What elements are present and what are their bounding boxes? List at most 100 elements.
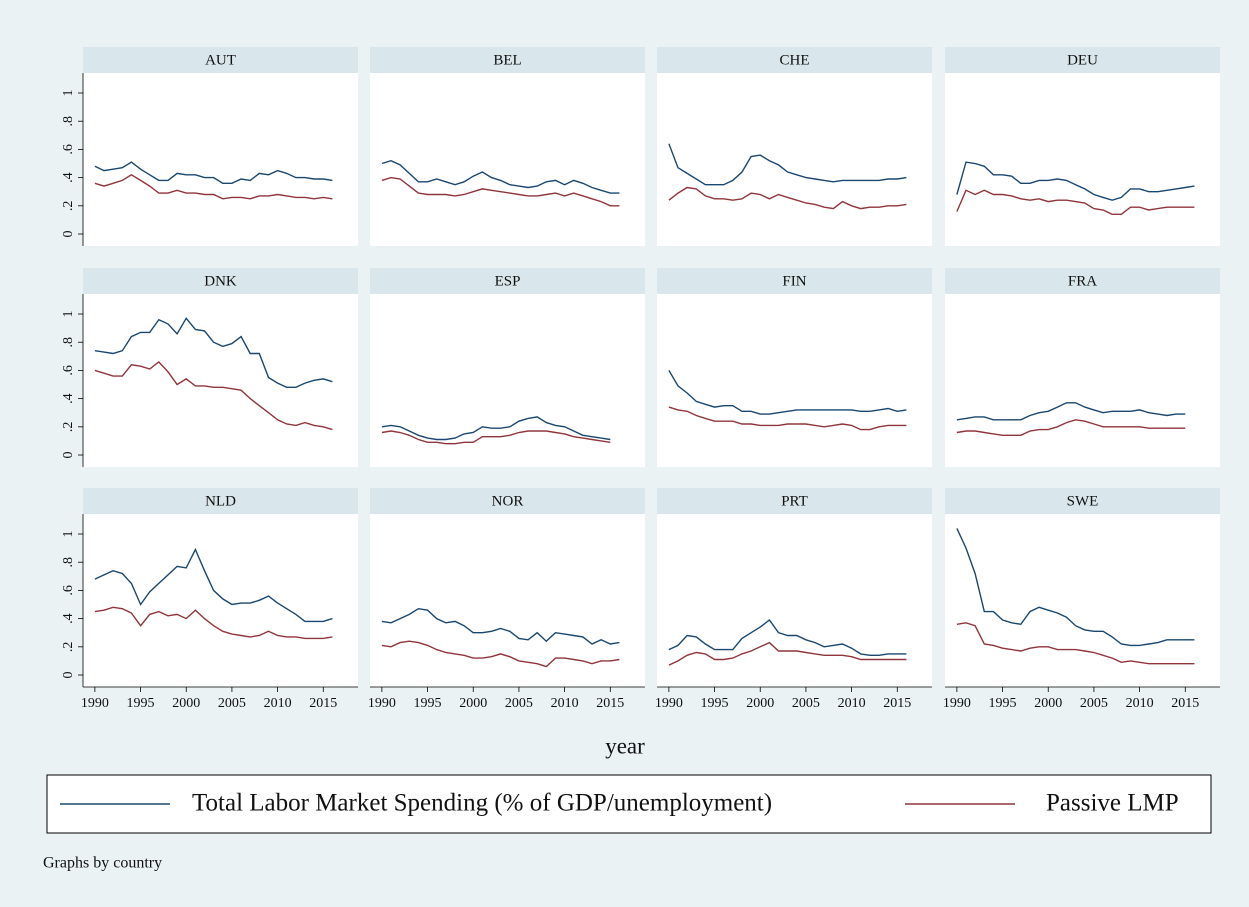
y-tick-label: 0	[61, 672, 76, 679]
note: Graphs by country	[43, 855, 162, 872]
series-line	[94, 173, 333, 200]
series-line	[381, 430, 611, 445]
y-tick-label: .4	[61, 613, 76, 624]
x-tick-label: 2000	[172, 696, 200, 711]
panel-title: FRA	[1068, 273, 1097, 289]
panel-title: CHE	[780, 52, 810, 68]
y-tick-label: 0	[61, 231, 76, 238]
series-line	[956, 528, 1195, 647]
x-tick-label: 2015	[883, 696, 911, 711]
x-tick-label: 2010	[264, 696, 292, 711]
panel-header	[370, 47, 645, 73]
plot-area	[945, 73, 1220, 246]
x-tick-label: 2005	[505, 696, 533, 711]
x-tick-label: 2005	[792, 696, 820, 711]
panel-title: ESP	[495, 273, 521, 289]
series-line	[381, 159, 620, 194]
y-tick-label: .2	[61, 422, 76, 433]
series-line	[668, 641, 907, 666]
panel-header	[657, 47, 932, 73]
series-line	[94, 606, 333, 640]
panel-header	[83, 488, 358, 514]
x-tick-label: 1990	[655, 696, 683, 711]
plot-area	[370, 73, 645, 246]
panel-title: FIN	[782, 273, 806, 289]
x-tick-label: 1990	[943, 696, 971, 711]
plot-area	[83, 73, 358, 246]
plot-area	[83, 514, 358, 687]
x-tick-label: 2005	[1080, 696, 1108, 711]
y-tick-label: 1	[61, 90, 76, 97]
x-tick-label: 2005	[218, 696, 246, 711]
series-line	[94, 547, 333, 623]
x-tick-label: 2015	[1171, 696, 1199, 711]
panel-title: NLD	[205, 493, 236, 509]
panel-header	[83, 47, 358, 73]
x-tick-label: 2000	[1034, 696, 1062, 711]
x-tick-label: 2010	[838, 696, 866, 711]
x-tick-label: 2000	[746, 696, 774, 711]
plot-area	[657, 294, 932, 467]
x-tick-label: 2010	[551, 696, 579, 711]
plot-area	[945, 294, 1220, 467]
panel-header	[945, 47, 1220, 73]
plot-area	[945, 514, 1220, 687]
y-tick-label: .6	[61, 585, 76, 596]
series-line	[94, 361, 333, 431]
panel-title: DNK	[204, 273, 237, 289]
y-tick-label: .2	[61, 642, 76, 653]
panel-title: NOR	[492, 493, 524, 509]
x-tick-label: 2000	[459, 696, 487, 711]
panel-header	[370, 268, 645, 294]
series-line	[956, 419, 1186, 436]
panel-header	[945, 268, 1220, 294]
series-line	[381, 176, 620, 207]
y-tick-label: .4	[61, 393, 76, 404]
panel-title: PRT	[781, 493, 808, 509]
legend-box	[46, 774, 1212, 834]
series-line	[94, 317, 333, 388]
x-tick-label: 1995	[414, 696, 442, 711]
series-line	[381, 607, 620, 645]
y-tick-label: .6	[61, 144, 76, 155]
panel-header	[657, 488, 932, 514]
series-line	[381, 640, 620, 668]
x-tick-label: 1995	[701, 696, 729, 711]
x-tick-label: 1995	[989, 696, 1017, 711]
y-tick-label: 1	[61, 531, 76, 538]
legend-label: Passive LMP	[1046, 790, 1179, 817]
y-tick-label: .8	[61, 337, 76, 348]
series-line	[956, 622, 1195, 665]
y-tick-label: 1	[61, 311, 76, 318]
x-axis-label: year	[605, 733, 645, 758]
panel-title: BEL	[493, 52, 521, 68]
x-tick-label: 2010	[1126, 696, 1154, 711]
series-line	[381, 416, 611, 441]
y-tick-label: .8	[61, 557, 76, 568]
plot-area	[657, 73, 932, 246]
series-line	[956, 189, 1195, 215]
x-tick-label: 1990	[368, 696, 396, 711]
x-tick-label: 2015	[596, 696, 624, 711]
panel-header	[83, 268, 358, 294]
series-line	[668, 619, 907, 656]
panel-header	[657, 268, 932, 294]
y-tick-label: .8	[61, 116, 76, 127]
series-line	[668, 186, 907, 210]
panel-header	[370, 488, 645, 514]
y-tick-label: 0	[61, 452, 76, 459]
panel-title: DEU	[1067, 52, 1098, 68]
legend-label: Total Labor Market Spending (% of GDP/un…	[192, 790, 772, 817]
plot-area	[370, 514, 645, 687]
series-line	[668, 370, 907, 415]
x-tick-label: 2015	[309, 696, 337, 711]
plot-area	[657, 514, 932, 687]
series-line	[956, 161, 1195, 201]
series-line	[94, 161, 333, 184]
x-tick-label: 1995	[127, 696, 155, 711]
panel-title: SWE	[1067, 493, 1099, 509]
y-tick-label: .2	[61, 201, 76, 212]
series-line	[956, 402, 1186, 421]
